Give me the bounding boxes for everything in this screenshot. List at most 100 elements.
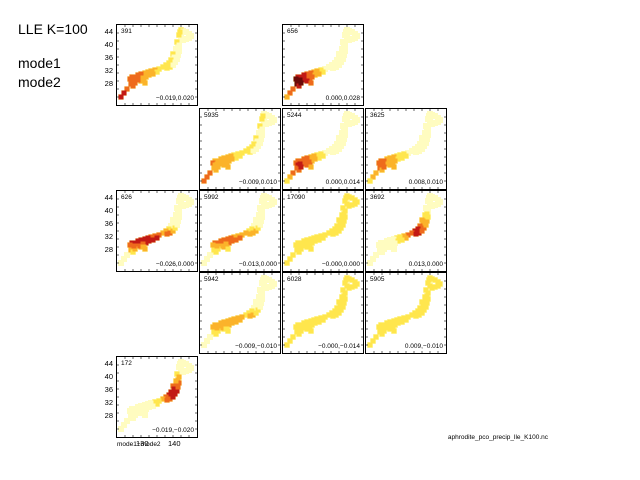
precip-cell [330,313,336,319]
precip-cell [225,246,231,252]
precip-cell [259,132,265,138]
precip-cell [228,235,234,241]
precip-cell [167,396,173,402]
precip-cell [171,54,177,60]
precip-cell [429,112,435,118]
precip-cell [256,212,262,218]
panel-count: 5992 [204,194,219,201]
panel-coords: −0.000,−0.014 [318,343,360,350]
precip-cell [297,243,303,249]
map-panel: 5935 −0.009,0.010 [199,108,281,190]
precip-cell [423,222,429,228]
map-panel: 3692 0.013,0.000 [365,190,447,272]
precip-cell [342,296,348,302]
precip-cell [296,167,302,173]
precip-cell [322,232,328,238]
precip-cell [389,159,395,165]
precip-cell [432,195,438,201]
panel-coords: 0.000,0.028 [325,95,360,102]
precip-cell [259,126,265,132]
map-plot [200,191,280,271]
precip-cell [259,280,265,286]
precip-cell [237,317,243,323]
precip-cell [387,162,393,168]
panel-count: 391 [121,28,132,35]
precip-cell [249,308,255,314]
precip-cell [367,342,373,348]
precip-cell [384,325,390,331]
precip-cell [329,310,335,316]
precip-cell [349,195,355,201]
precip-cell [427,119,433,125]
precip-cell [263,276,269,282]
panel-coords: 0.013,0.000 [408,261,443,268]
precip-cell [421,143,427,149]
precip-cell [221,155,227,161]
precip-cell [269,201,275,207]
precip-cell [231,316,237,322]
precip-cell [333,64,339,70]
precip-cell [174,371,180,377]
precip-cell [174,205,180,211]
precip-cell [309,240,315,246]
precip-cell [178,367,184,373]
precip-cell [255,143,261,149]
precip-cell [344,283,350,289]
y-tick-label: 28 [104,245,113,254]
panel-coords: −0.013,0.000 [238,261,277,268]
precip-cell [381,246,387,252]
precip-cell [130,249,136,255]
precip-cell [284,94,290,100]
precip-cell [156,398,162,404]
precip-cell [399,237,405,243]
precip-cell [308,318,314,324]
precip-cell [124,252,130,258]
precip-cell [298,164,304,170]
precip-cell [250,148,256,154]
precip-cell [423,205,429,211]
precip-cell [403,153,409,159]
precip-cell [260,277,266,283]
precip-cell [349,284,355,290]
precip-cell [266,195,272,201]
precip-cell [156,66,162,72]
precip-cell [373,334,379,340]
precip-cell [231,234,237,240]
precip-cell [186,367,192,373]
precip-cell [253,310,259,316]
precip-cell [226,158,232,164]
precip-cell [308,70,314,76]
precip-cell [337,138,343,144]
precip-cell [142,70,148,76]
precip-cell [259,208,265,214]
panel-coords: −0.000,0.000 [321,261,360,268]
precip-cell [301,77,307,83]
precip-cell [422,212,428,218]
precip-cell [170,51,176,57]
precip-cell [290,170,296,176]
y-tick-label: 28 [104,411,113,420]
precip-cell [367,260,373,266]
precip-cell [342,290,348,296]
precip-cell [422,294,428,300]
precip-cell [263,112,269,118]
precip-cell [419,217,425,223]
precip-cell [330,149,336,155]
precip-cell [140,241,146,247]
precip-cell [339,130,345,136]
precip-cell [174,56,180,62]
precip-cell [405,314,411,320]
y-tick-label: 28 [104,79,113,88]
precip-cell [391,236,397,242]
precip-cell [334,57,340,63]
precip-cell [426,277,432,283]
precip-cell [425,126,431,132]
precip-cell [290,334,296,340]
precip-cell [138,237,144,243]
precip-cell [177,195,183,201]
precip-cell [132,406,138,412]
precip-cell [417,223,423,229]
precip-cell [214,243,220,249]
precip-cell [132,240,138,246]
precip-cell [287,174,293,180]
